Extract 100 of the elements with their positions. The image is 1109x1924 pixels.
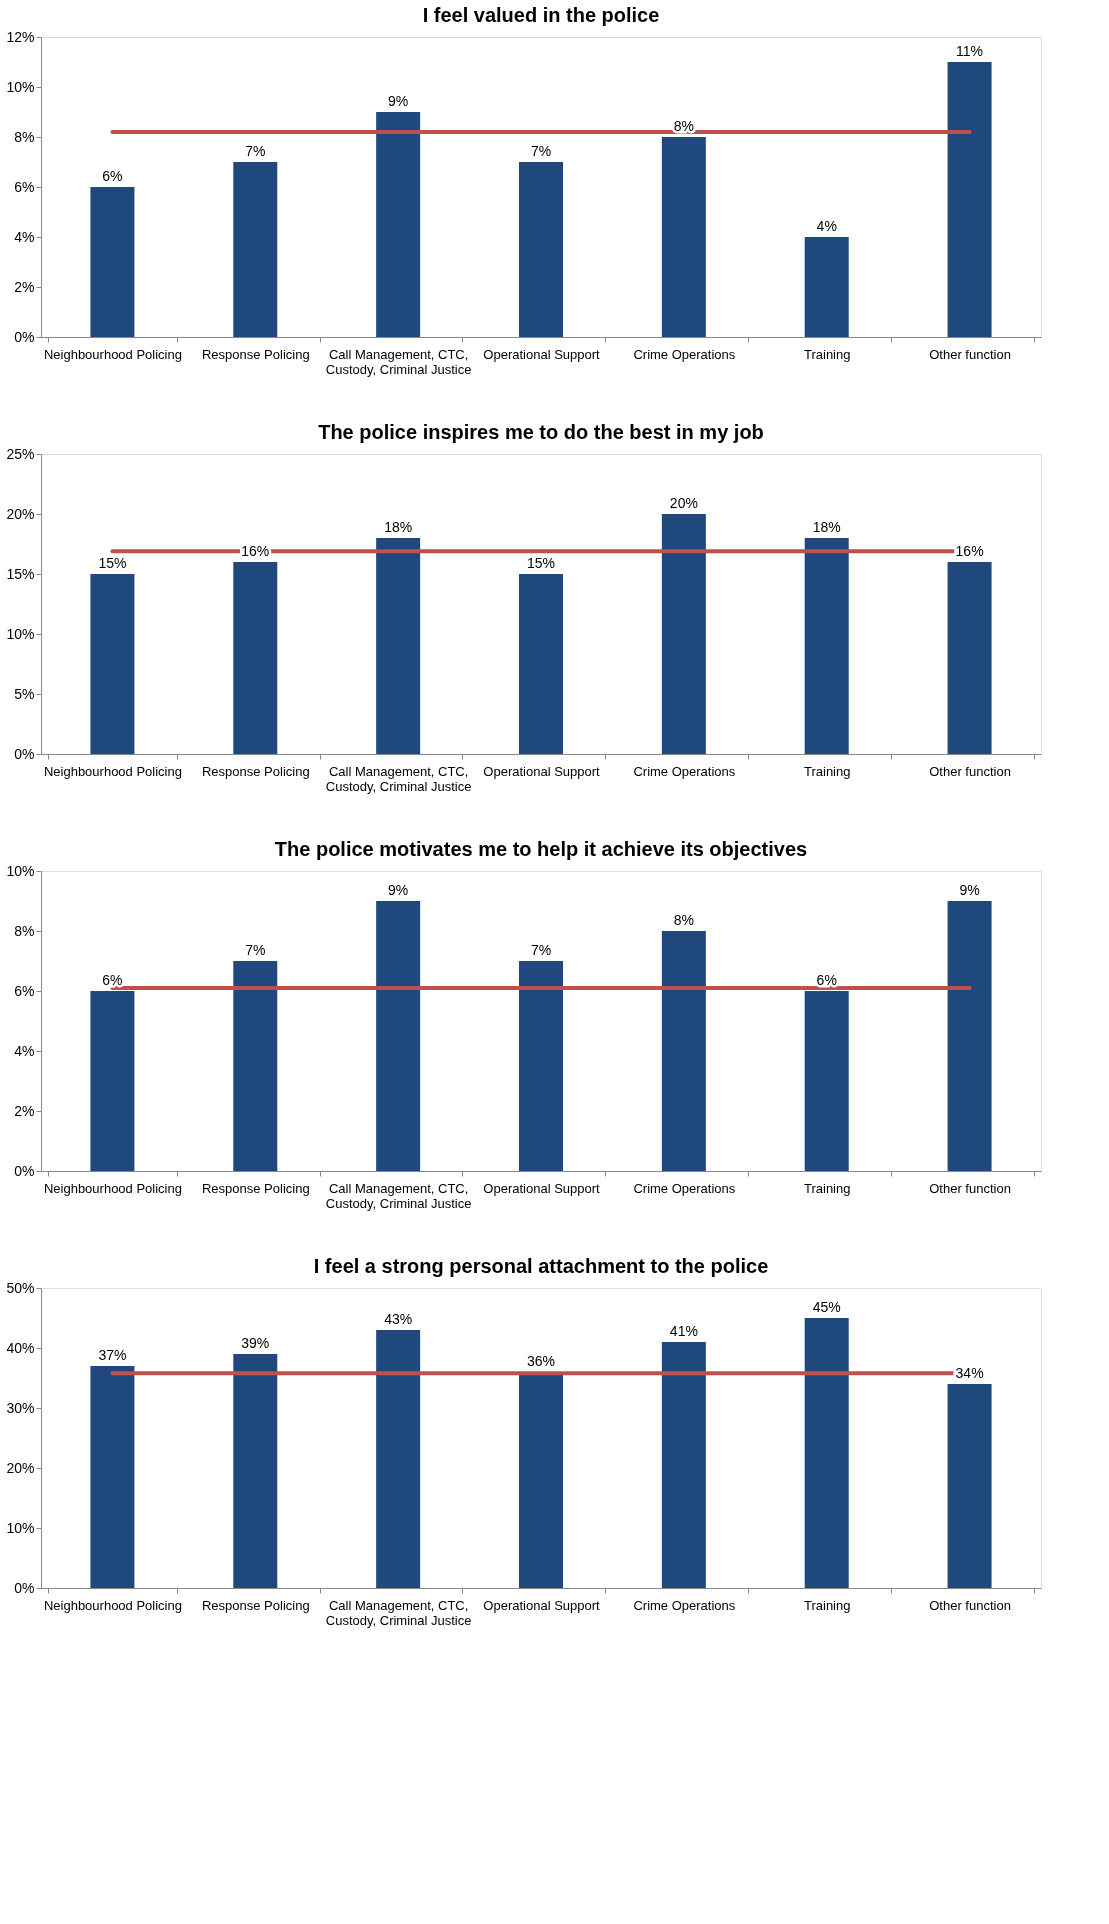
bar xyxy=(233,961,278,1171)
x-tick-label: Crime Operations xyxy=(633,1180,736,1196)
x-tick-label: Other function xyxy=(929,1180,1011,1196)
data-label: 45% xyxy=(812,1299,841,1315)
data-label: 34% xyxy=(955,1365,984,1381)
data-label: 7% xyxy=(245,942,266,958)
bar xyxy=(519,574,563,754)
data-label: 11% xyxy=(956,43,984,59)
bar xyxy=(947,901,992,1171)
bar xyxy=(661,931,706,1171)
y-tick-label: 15% xyxy=(6,565,35,582)
y-tick-label: 5% xyxy=(14,685,35,702)
y-tick-label: 4% xyxy=(14,1042,35,1059)
data-label: 39% xyxy=(241,1335,270,1351)
y-tick-label: 8% xyxy=(14,922,35,939)
x-tick-label: Operational Support xyxy=(483,763,601,779)
x-tick-label: Neighbourhood Policing xyxy=(43,346,182,362)
y-tick-label: 30% xyxy=(6,1399,35,1416)
data-label: 9% xyxy=(388,93,409,109)
chart-title: I feel a strong personal attachment to the police xyxy=(313,1255,769,1277)
x-tick-label: Call Management, CTC, Custody, Criminal Justice xyxy=(325,346,472,377)
y-tick-label: 0% xyxy=(14,745,35,762)
x-tick-label: Other function xyxy=(929,346,1011,362)
y-tick-label: 2% xyxy=(14,1102,35,1119)
bar xyxy=(947,1384,992,1588)
y-tick-label: 0% xyxy=(14,1579,35,1596)
x-tick-label: Other function xyxy=(929,1597,1011,1613)
data-label: 7% xyxy=(530,143,552,159)
bar xyxy=(804,1318,849,1588)
y-tick-label: 10% xyxy=(6,625,35,642)
y-tick-label: 20% xyxy=(6,1459,35,1476)
data-label: 36% xyxy=(526,1353,556,1369)
x-tick-label: Training xyxy=(803,346,851,362)
y-tick-label: 6% xyxy=(14,982,35,999)
bar xyxy=(376,538,421,754)
bar xyxy=(376,901,421,1171)
bar xyxy=(519,961,563,1171)
data-label: 8% xyxy=(673,118,694,134)
y-tick-label: 4% xyxy=(14,228,35,245)
chart-title: I feel valued in the police xyxy=(422,4,660,26)
data-label: 8% xyxy=(673,912,694,928)
x-tick-label: Training xyxy=(803,1597,851,1613)
x-tick-label: Other function xyxy=(929,763,1011,779)
x-tick-label: Neighbourhood Policing xyxy=(43,763,182,779)
bar xyxy=(947,562,992,754)
x-tick-label: Call Management, CTC, Custody, Criminal Justice xyxy=(325,763,472,794)
x-tick-label: Training xyxy=(803,763,851,779)
bar xyxy=(90,991,135,1171)
bar xyxy=(233,162,278,337)
bar xyxy=(661,1342,706,1588)
data-label: 37% xyxy=(98,1347,127,1363)
bar xyxy=(233,562,278,754)
y-tick-label: 2% xyxy=(14,278,35,295)
data-label: 9% xyxy=(388,882,409,898)
data-label: 41% xyxy=(669,1323,698,1339)
x-tick-label: Response Policing xyxy=(201,1597,310,1613)
x-tick-label: Training xyxy=(803,1180,851,1196)
data-label: 4% xyxy=(816,218,837,234)
x-tick-label: Crime Operations xyxy=(633,346,736,362)
y-tick-label: 50% xyxy=(6,1279,35,1296)
x-tick-label: Crime Operations xyxy=(633,763,736,779)
y-tick-label: 10% xyxy=(6,1519,35,1536)
y-tick-label: 25% xyxy=(6,445,35,462)
x-tick-label: Call Management, CTC, Custody, Criminal Justice xyxy=(325,1180,472,1211)
bar xyxy=(90,1366,135,1588)
data-label: 6% xyxy=(816,972,837,988)
y-tick-label: 6% xyxy=(14,178,35,195)
x-tick-label: Operational Support xyxy=(483,1180,601,1196)
bar xyxy=(519,162,563,337)
data-label: 18% xyxy=(812,519,841,535)
y-tick-label: 8% xyxy=(14,128,35,145)
bar xyxy=(376,1330,421,1588)
x-tick-label: Neighbourhood Policing xyxy=(43,1180,182,1196)
data-label: 6% xyxy=(102,168,123,184)
bar xyxy=(661,514,706,754)
bar xyxy=(804,991,849,1171)
data-label: 18% xyxy=(384,519,413,535)
data-label: 15% xyxy=(526,555,556,571)
y-tick-label: 12% xyxy=(6,28,35,45)
data-label: 9% xyxy=(959,882,980,898)
data-label: 7% xyxy=(530,942,552,958)
y-tick-label: 10% xyxy=(6,78,35,95)
x-tick-label: Neighbourhood Policing xyxy=(43,1597,182,1613)
x-tick-label: Response Policing xyxy=(201,763,310,779)
data-label: 7% xyxy=(245,143,266,159)
bar xyxy=(804,237,849,337)
y-tick-label: 10% xyxy=(6,862,35,879)
data-label: 6% xyxy=(102,972,123,988)
chart-title: The police motivates me to help it achieve its objectives xyxy=(274,838,808,860)
bar xyxy=(661,137,706,337)
data-label: 16% xyxy=(955,543,984,559)
x-tick-label: Response Policing xyxy=(201,1180,310,1196)
chart-title: The police inspires me to do the best in my job xyxy=(318,421,764,443)
y-tick-label: 0% xyxy=(14,1162,35,1179)
x-tick-label: Crime Operations xyxy=(633,1597,736,1613)
bar xyxy=(519,1372,563,1588)
y-tick-label: 0% xyxy=(14,328,35,345)
data-label: 15% xyxy=(98,555,127,571)
bar xyxy=(947,62,992,337)
x-tick-label: Response Policing xyxy=(201,346,310,362)
